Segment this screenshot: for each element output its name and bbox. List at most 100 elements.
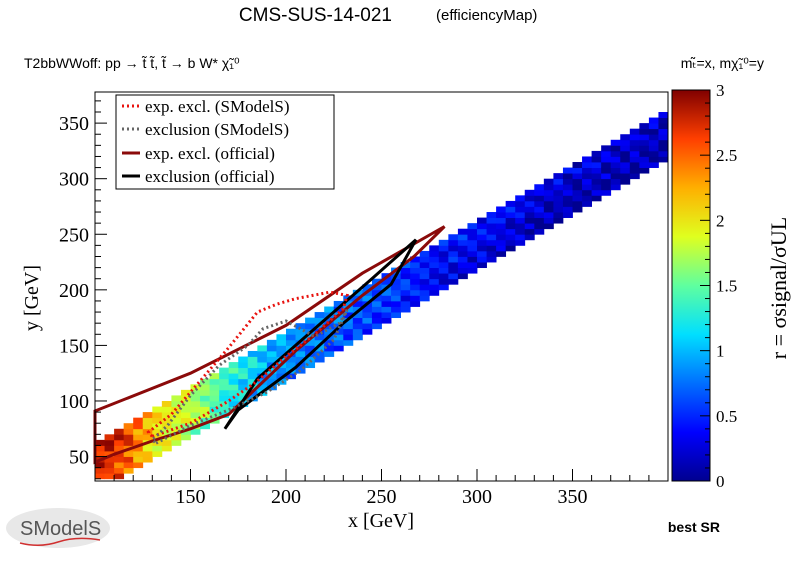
heatmap-cell — [219, 367, 230, 374]
heatmap-cell — [553, 200, 564, 207]
heatmap-cell — [381, 289, 392, 296]
heatmap-cell — [371, 306, 382, 313]
heatmap-cell — [142, 434, 153, 441]
heatmap-cell — [419, 267, 430, 274]
heatmap-cell — [591, 178, 602, 185]
heatmap-cell — [582, 200, 592, 207]
heatmap-cell — [276, 339, 287, 346]
heatmap-cell — [658, 134, 669, 141]
heatmap-cell — [591, 184, 602, 191]
legend-label-obs-official: exclusion (official) — [145, 167, 275, 186]
y-tick-label: 300 — [59, 169, 89, 191]
heatmap-cell — [648, 134, 659, 141]
heatmap-cell — [247, 378, 258, 385]
heatmap-cell — [620, 173, 631, 180]
heatmap-cell — [648, 128, 659, 135]
heatmap-cell — [658, 117, 669, 124]
heatmap-cell — [562, 173, 573, 180]
heatmap-cell — [477, 234, 487, 241]
heatmap-cell — [457, 228, 468, 235]
heatmap-cell — [190, 412, 201, 419]
heatmap-cell — [219, 384, 230, 391]
heatmap-cell — [543, 195, 554, 202]
heatmap-cell — [333, 345, 344, 352]
heatmap-cell — [228, 400, 239, 407]
heatmap-cell — [142, 412, 153, 419]
heatmap-cell — [515, 217, 526, 224]
heatmap-cell — [247, 373, 258, 380]
heatmap-cell — [457, 245, 468, 252]
heatmap-cell — [257, 350, 268, 357]
heatmap-cell — [429, 273, 440, 280]
heatmap-cell — [553, 184, 564, 191]
heatmap-cell — [400, 306, 411, 313]
heatmap-cell — [305, 323, 316, 330]
heatmap-cell — [477, 262, 487, 269]
heatmap-cell — [180, 389, 191, 396]
heatmap-cell — [133, 450, 144, 457]
heatmap-cell — [534, 189, 545, 196]
heatmap-cell — [553, 195, 564, 202]
heatmap-cell — [429, 262, 440, 269]
heatmap-cell — [582, 189, 592, 196]
heatmap-cell — [477, 256, 487, 263]
heatmap-cell — [524, 200, 535, 207]
colorbar-tick-label: 2.5 — [716, 146, 737, 165]
heatmap-cell — [496, 223, 507, 230]
heatmap-cell — [247, 367, 258, 374]
heatmap-cell — [591, 173, 602, 180]
heatmap-cell — [200, 384, 210, 391]
heatmap-cell — [639, 139, 650, 146]
heatmap-cell — [562, 212, 573, 218]
heatmap-cell — [658, 139, 669, 146]
heatmap-cell — [295, 367, 306, 374]
heatmap-cell — [152, 417, 163, 424]
heatmap-cell — [429, 245, 440, 252]
heatmap-cell — [629, 134, 640, 141]
heatmap-cell — [496, 234, 507, 241]
heatmap-cell — [410, 256, 421, 263]
heatmap-cell — [190, 400, 201, 407]
heatmap-cell — [400, 295, 411, 302]
heatmap-cell — [343, 300, 354, 307]
heatmap-cell — [486, 234, 497, 241]
heatmap-cell — [371, 312, 382, 319]
heatmap-cell — [429, 267, 440, 274]
heatmap-cell — [247, 350, 258, 357]
heatmap-cell — [133, 456, 144, 463]
heatmap-cell — [371, 317, 382, 324]
heatmap-cell — [171, 423, 182, 430]
heatmap-cell — [104, 473, 115, 480]
x-tick-label: 250 — [367, 486, 397, 508]
heatmap-cell — [429, 256, 440, 263]
heatmap-cell — [391, 300, 401, 307]
heatmap-cell — [381, 295, 392, 302]
heatmap-cell — [429, 284, 440, 291]
heatmap-cell — [457, 273, 468, 280]
heatmap-cell — [219, 400, 230, 407]
heatmap-cell — [648, 123, 659, 130]
heatmap-cell — [133, 439, 144, 446]
heatmap-cell — [591, 150, 602, 157]
heatmap-cell — [276, 345, 287, 352]
x-axis-label: x [GeV] — [348, 510, 414, 532]
heatmap-cell — [371, 323, 382, 330]
heatmap-cell — [582, 173, 592, 180]
heatmap-cell — [639, 167, 650, 174]
heatmap-cell — [658, 150, 669, 157]
heatmap-cell — [582, 184, 592, 191]
heatmap-cell — [295, 334, 306, 341]
heatmap-cell — [591, 189, 602, 196]
heatmap-cell — [114, 439, 125, 446]
heatmap-cell — [610, 145, 621, 152]
heatmap-cell — [333, 317, 344, 324]
heatmap-cell — [505, 217, 516, 224]
heatmap-cell — [95, 439, 105, 446]
heatmap-cell — [276, 378, 287, 385]
heatmap-cell — [438, 267, 449, 274]
heatmap-cell — [591, 195, 602, 202]
colorbar-tick-label: 1 — [716, 342, 725, 361]
heatmap-cell — [505, 212, 516, 218]
heatmap-cell — [543, 212, 554, 218]
heatmap-cell — [610, 184, 621, 191]
